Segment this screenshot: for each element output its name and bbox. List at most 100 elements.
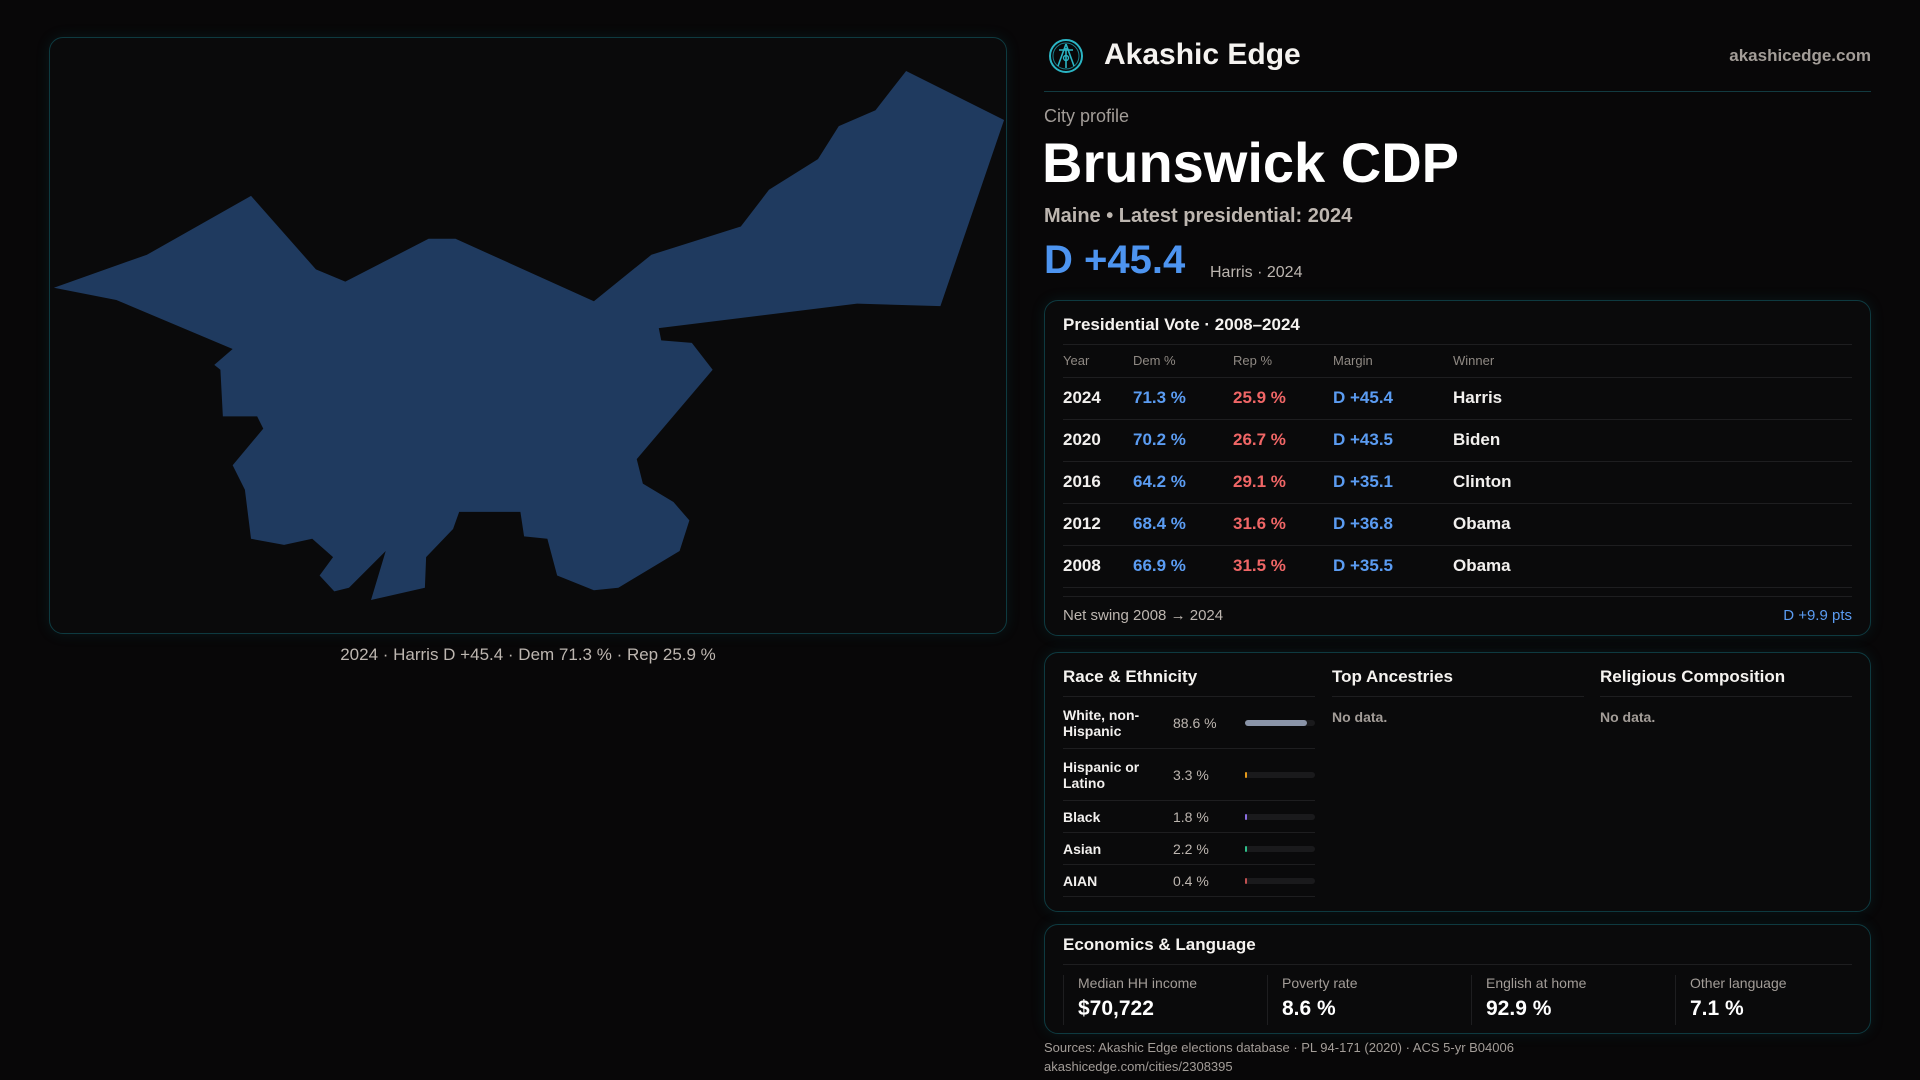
race-row: AIAN 0.4 % bbox=[1063, 865, 1315, 897]
cell-margin: D +43.5 bbox=[1333, 419, 1453, 462]
race-label: Asian bbox=[1063, 840, 1102, 857]
race-bar-fill bbox=[1245, 813, 1247, 820]
demographics-panel: Race & Ethnicity White, non-Hispanic 88.6… bbox=[1044, 652, 1871, 912]
cell-margin: D +35.1 bbox=[1333, 461, 1453, 504]
page-title: Brunswick CDP bbox=[1042, 131, 1459, 194]
ancestries-title: Top Ancestries bbox=[1332, 667, 1584, 697]
stat-label: Median HH income bbox=[1078, 975, 1198, 991]
source-url[interactable]: akashicedge.com/cities/2308395 bbox=[1044, 1059, 1233, 1074]
race-value: 1.8 % bbox=[1173, 808, 1209, 825]
cell-winner: Obama bbox=[1453, 545, 1852, 588]
col-rep: Rep % bbox=[1233, 345, 1333, 378]
race-bar-fill bbox=[1245, 877, 1247, 884]
col-winner: Winner bbox=[1453, 345, 1852, 378]
cell-dem: 64.2 % bbox=[1133, 461, 1233, 504]
race-label: AIAN bbox=[1063, 872, 1098, 889]
col-margin: Margin bbox=[1333, 345, 1453, 378]
cell-margin: D +45.4 bbox=[1333, 377, 1453, 420]
table-row: 2012 68.4 % 31.6 % D +36.8 Obama bbox=[1063, 503, 1852, 546]
cell-dem: 70.2 % bbox=[1133, 419, 1233, 462]
page-kicker: City profile bbox=[1044, 106, 1130, 126]
cell-year: 2020 bbox=[1063, 419, 1133, 462]
race-bar bbox=[1245, 771, 1315, 778]
header-divider bbox=[1044, 91, 1871, 92]
race-row: White, non-Hispanic 88.6 % bbox=[1063, 697, 1315, 749]
stat-value: 8.6 % bbox=[1282, 997, 1336, 1020]
cell-winner: Clinton bbox=[1453, 461, 1852, 504]
cell-winner: Obama bbox=[1453, 503, 1852, 546]
presidential-table: Year Dem % Rep % Margin Winner 2024 71.3 … bbox=[1063, 345, 1852, 588]
stat-tile: English at home 92.9 % bbox=[1471, 975, 1586, 1025]
cell-rep: 26.7 % bbox=[1233, 419, 1333, 462]
race-bar-fill bbox=[1245, 719, 1308, 726]
presidential-panel: Presidential Vote · 2008–2024 Year Dem %… bbox=[1044, 300, 1871, 636]
cell-winner: Biden bbox=[1453, 419, 1852, 462]
race-bar bbox=[1245, 719, 1315, 726]
compass-seal-icon bbox=[1049, 39, 1083, 73]
page-subtitle: Maine • Latest presidential: 2024 bbox=[1044, 205, 1353, 227]
stat-tile: Other language 7.1 % bbox=[1675, 975, 1787, 1025]
cell-year: 2016 bbox=[1063, 461, 1133, 504]
stat-value: 7.1 % bbox=[1690, 997, 1744, 1020]
race-bar bbox=[1245, 813, 1315, 820]
ancestries-empty: No data. bbox=[1332, 709, 1388, 725]
map-caption: 2024 · Harris D +45.4 · Dem 71.3 % · Rep… bbox=[340, 645, 716, 664]
stat-tile: Median HH income $70,722 bbox=[1063, 975, 1197, 1025]
stat-value: $70,722 bbox=[1078, 997, 1154, 1020]
race-bar bbox=[1245, 877, 1315, 884]
net-swing-label: Net swing 2008 → 2024 bbox=[1063, 606, 1224, 624]
col-year: Year bbox=[1063, 345, 1133, 378]
cell-dem: 71.3 % bbox=[1133, 377, 1233, 420]
cell-rep: 29.1 % bbox=[1233, 461, 1333, 504]
col-dem: Dem % bbox=[1133, 345, 1233, 378]
cell-dem: 68.4 % bbox=[1133, 503, 1233, 546]
stat-label: English at home bbox=[1486, 975, 1587, 991]
race-row: Asian 2.2 % bbox=[1063, 833, 1315, 865]
race-bar-fill bbox=[1245, 771, 1248, 778]
headline-margin-note: Harris · 2024 bbox=[1210, 264, 1303, 281]
cell-year: 2024 bbox=[1063, 377, 1133, 420]
religion-empty: No data. bbox=[1600, 709, 1656, 725]
race-row: Black 1.8 % bbox=[1063, 801, 1315, 833]
stat-label: Other language bbox=[1690, 975, 1787, 991]
table-row: 2024 71.3 % 25.9 % D +45.4 Harris bbox=[1063, 377, 1852, 420]
headline-margin: D +45.4 bbox=[1044, 238, 1186, 282]
race-value: 88.6 % bbox=[1173, 714, 1217, 731]
race-bar bbox=[1245, 845, 1315, 852]
religion-title: Religious Composition bbox=[1600, 667, 1852, 697]
panel-title: Presidential Vote · 2008–2024 bbox=[1063, 315, 1852, 345]
economics-title: Economics & Language bbox=[1063, 935, 1852, 965]
cell-margin: D +36.8 bbox=[1333, 503, 1453, 546]
sources-note: Sources: Akashic Edge elections database… bbox=[1044, 1040, 1514, 1055]
stat-label: Poverty rate bbox=[1282, 975, 1358, 991]
race-value: 3.3 % bbox=[1173, 766, 1209, 783]
race-title: Race & Ethnicity bbox=[1063, 667, 1315, 697]
race-label: White, non-Hispanic bbox=[1063, 706, 1140, 739]
ancestries-section: Top Ancestries No data. bbox=[1332, 667, 1584, 725]
cell-year: 2008 bbox=[1063, 545, 1133, 588]
cell-winner: Harris bbox=[1453, 377, 1852, 420]
table-row: 2016 64.2 % 29.1 % D +35.1 Clinton bbox=[1063, 461, 1852, 504]
cell-margin: D +35.5 bbox=[1333, 545, 1453, 588]
race-label: Black bbox=[1063, 808, 1101, 825]
race-value: 0.4 % bbox=[1173, 872, 1209, 889]
table-row: 2020 70.2 % 26.7 % D +43.5 Biden bbox=[1063, 419, 1852, 462]
race-section: Race & Ethnicity White, non-Hispanic 88.6… bbox=[1063, 667, 1315, 897]
cell-rep: 31.6 % bbox=[1233, 503, 1333, 546]
race-row: Hispanic or Latino 3.3 % bbox=[1063, 749, 1315, 801]
cell-year: 2012 bbox=[1063, 503, 1133, 546]
cell-rep: 31.5 % bbox=[1233, 545, 1333, 588]
race-label: Hispanic or Latino bbox=[1063, 758, 1140, 791]
cell-rep: 25.9 % bbox=[1233, 377, 1333, 420]
stat-tile: Poverty rate 8.6 % bbox=[1267, 975, 1357, 1025]
table-row: 2008 66.9 % 31.5 % D +35.5 Obama bbox=[1063, 545, 1852, 588]
brand-name: Akashic Edge bbox=[1104, 38, 1301, 71]
race-value: 2.2 % bbox=[1173, 840, 1209, 857]
race-bar-fill bbox=[1245, 845, 1247, 852]
site-link[interactable]: akashicedge.com bbox=[1729, 46, 1871, 65]
net-swing-value: D +9.9 pts bbox=[1783, 606, 1852, 624]
religion-section: Religious Composition No data. bbox=[1600, 667, 1852, 725]
stat-value: 92.9 % bbox=[1486, 997, 1552, 1020]
economics-panel: Economics & Language Median HH income $70… bbox=[1044, 924, 1871, 1034]
map-panel bbox=[49, 37, 1007, 634]
